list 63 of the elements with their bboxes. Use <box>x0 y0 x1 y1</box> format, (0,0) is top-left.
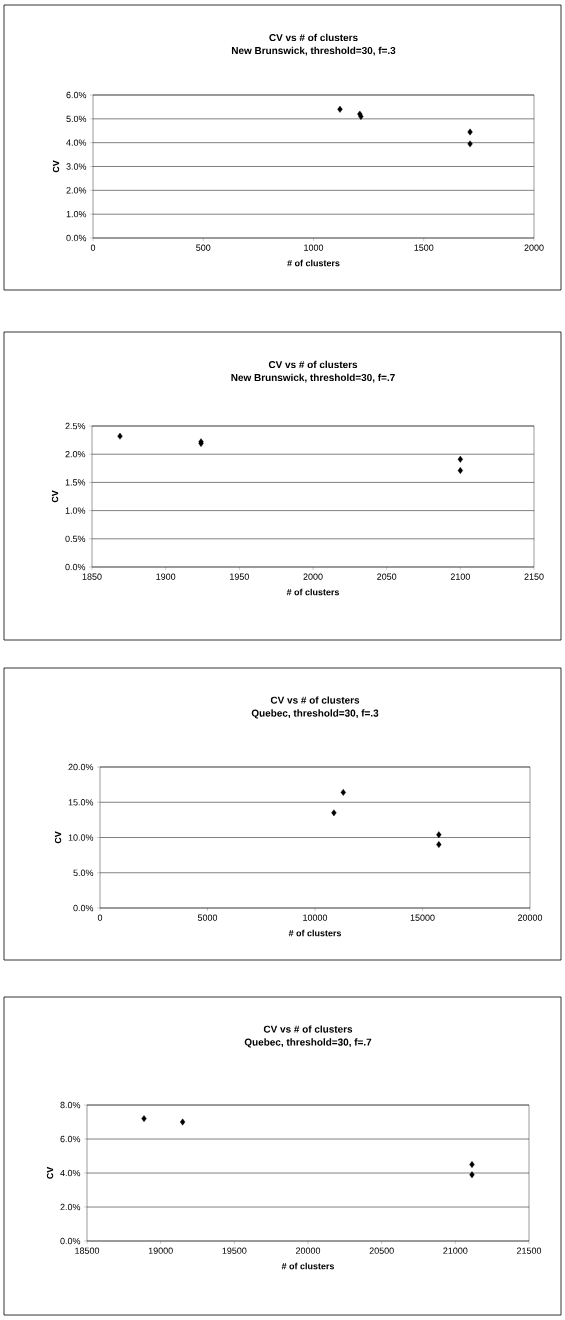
x-tick-label: 2000 <box>524 244 544 251</box>
chart-title: CV vs # of clusters <box>263 1025 353 1033</box>
y-tick-label: 3.0% <box>66 163 87 170</box>
x-tick-label: 1000 <box>304 244 324 251</box>
x-axis-title: # of clusters <box>287 259 340 267</box>
x-tick-label: 2100 <box>450 573 470 580</box>
y-tick-label: 0.5% <box>65 535 86 542</box>
x-tick-label: 21500 <box>516 1247 542 1254</box>
y-tick-label: 2.0% <box>65 451 86 458</box>
x-tick-label: 5000 <box>197 914 218 921</box>
chart-title: CV vs # of clusters <box>268 360 358 369</box>
y-axis-title: CV <box>46 1166 54 1179</box>
y-axis-title: CV <box>52 160 60 173</box>
x-tick-label: 500 <box>196 244 211 251</box>
y-tick-label: 1.0% <box>65 507 86 514</box>
x-tick-label: 19500 <box>222 1247 247 1254</box>
x-tick-label: 0 <box>90 244 96 251</box>
x-tick-label: 1850 <box>82 573 102 580</box>
y-axis-title: CV <box>51 490 59 503</box>
x-tick-label: 1950 <box>230 573 249 580</box>
y-tick-label: 2.0% <box>66 187 87 194</box>
x-tick-label: 2150 <box>524 573 544 580</box>
y-tick-label: 0.0% <box>65 563 86 571</box>
x-tick-label: 20000 <box>517 914 543 921</box>
x-tick-label: 1900 <box>156 573 176 580</box>
y-tick-label: 2.0% <box>60 1203 81 1211</box>
y-tick-label: 1.0% <box>66 210 87 218</box>
y-tick-label: 4.0% <box>60 1169 81 1177</box>
y-tick-label: 5.0% <box>66 115 87 123</box>
y-tick-label: 8.0% <box>60 1101 81 1109</box>
y-tick-label: 0.0% <box>66 234 87 242</box>
y-tick-label: 4.0% <box>66 139 87 146</box>
chart-subtitle: Quebec, threshold=30, f=.7 <box>244 1038 372 1048</box>
x-tick-label: 10000 <box>303 914 328 921</box>
chart-subtitle: New Brunswick, threshold=30, f=.7 <box>231 373 395 383</box>
y-tick-label: 10.0% <box>68 834 94 841</box>
x-tick-label: 19000 <box>148 1247 173 1254</box>
chart-title: CV vs # of clusters <box>270 696 360 704</box>
x-tick-label: 2050 <box>377 573 397 580</box>
x-tick-label: 2000 <box>303 573 323 580</box>
chart-title: CV vs # of clusters <box>269 33 358 42</box>
x-tick-label: 15000 <box>410 914 435 921</box>
y-tick-label: 6.0% <box>60 1135 81 1143</box>
x-axis-title: # of clusters <box>281 1262 335 1270</box>
y-axis-title: CV <box>54 831 62 844</box>
y-tick-label: 0.0% <box>73 904 94 912</box>
x-axis-title: # of clusters <box>288 929 342 937</box>
x-tick-label: 21000 <box>443 1247 468 1254</box>
y-tick-label: 20.0% <box>68 763 94 771</box>
x-tick-label: 18500 <box>75 1247 100 1254</box>
chart-subtitle: Quebec, threshold=30, f=.3 <box>251 709 379 719</box>
chart-subtitle: New Brunswick, threshold=30, f=.3 <box>231 46 396 56</box>
y-tick-label: 0.0% <box>60 1237 81 1245</box>
y-tick-label: 1.5% <box>65 479 86 486</box>
y-tick-label: 15.0% <box>68 799 94 806</box>
y-tick-label: 2.5% <box>65 422 86 430</box>
y-tick-label: 5.0% <box>73 869 94 876</box>
x-tick-label: 20500 <box>369 1247 394 1254</box>
x-tick-label: 20000 <box>295 1247 321 1254</box>
x-tick-label: 0 <box>97 914 103 921</box>
y-tick-label: 6.0% <box>66 91 87 99</box>
x-axis-title: # of clusters <box>286 588 340 596</box>
x-tick-label: 1500 <box>414 244 434 251</box>
